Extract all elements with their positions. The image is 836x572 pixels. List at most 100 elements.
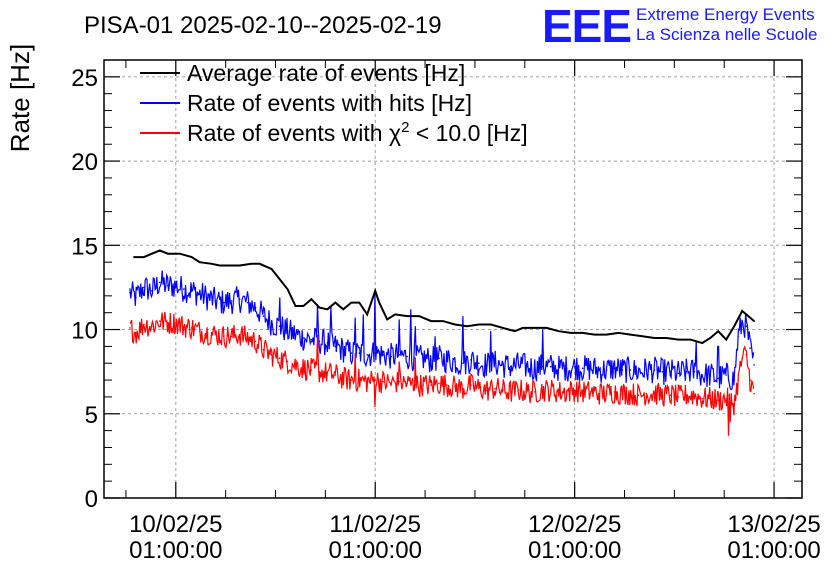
data-point-hits [749,347,751,349]
data-point-chi2 [390,382,393,385]
data-point-average [378,301,381,304]
data-point-hits [342,349,345,351]
data-point-chi2 [701,397,704,400]
data-point-average [709,337,712,339]
data-point-hits [733,379,735,381]
y-tick-label: 20 [71,149,98,176]
data-point-chi2 [262,349,265,351]
data-point-chi2 [685,394,688,397]
legend-item-average: Average rate of events [Hz] [140,60,465,86]
data-point-hits [406,355,408,358]
data-point-hits [741,322,743,324]
data-point-average [725,338,727,341]
data-point-chi2 [478,387,480,390]
data-point-chi2 [430,384,432,386]
data-point-average [418,315,420,317]
data-point-chi2 [753,392,755,395]
data-point-hits [645,369,648,371]
data-point-hits [669,370,672,373]
data-point-chi2 [206,332,209,334]
data-point-hits [605,369,608,371]
data-point-hits [390,355,393,358]
data-point-hits [573,365,576,368]
legend-item-hits: Rate of events with hits [Hz] [140,90,472,116]
data-point-chi2 [382,381,385,383]
data-point-chi2 [725,397,727,400]
data-point-average [167,252,169,255]
data-point-chi2 [653,392,656,395]
axes: 051015202510/02/2501:00:0011/02/2501:00:… [71,59,821,564]
legend-label-hits: Rate of events with hits [Hz] [187,90,472,116]
series-line-average [133,249,755,345]
logo-line-2: La Scienza nelle Scuole [636,25,817,44]
data-point-average [593,333,596,336]
data-point-hits [222,301,225,304]
data-point-average [430,320,432,322]
data-point-average [310,298,313,301]
data-point-chi2 [183,325,185,328]
data-point-chi2 [270,354,273,356]
data-point-average [745,313,747,316]
x-tick-label-date: 13/02/25 [727,511,820,538]
data-point-chi2 [286,360,289,363]
data-point-chi2 [741,357,743,360]
data-point-hits [717,377,719,380]
data-point-chi2 [605,392,608,395]
data-point-chi2 [294,364,297,366]
data-point-chi2 [422,384,424,386]
eee-logo: EEE Extreme Energy Events La Scienza nel… [542,0,817,52]
data-point-chi2 [129,327,131,329]
data-point-chi2 [374,379,377,381]
data-point-hits [518,364,520,366]
data-point-chi2 [326,372,329,375]
data-point-hits [278,325,281,328]
data-point-average [653,337,656,339]
data-point-hits [737,335,739,338]
data-point-hits [270,322,273,324]
data-point-average [159,249,161,252]
data-point-chi2 [749,379,751,381]
data-point-hits [398,354,401,356]
data-point-hits [557,367,560,370]
data-point-hits [745,325,747,328]
data-point-chi2 [334,374,337,376]
data-point-hits [753,364,755,366]
data-point-chi2 [661,394,664,397]
data-point-chi2 [518,389,520,392]
data-point-hits [486,364,488,366]
data-point-average [358,301,361,304]
y-tick-label: 5 [85,402,98,429]
data-point-hits [693,370,696,373]
data-point-chi2 [198,330,201,333]
data-point-hits [175,284,177,287]
data-point-chi2 [669,394,672,397]
data-point-average [534,327,536,329]
data-point-average [569,332,572,334]
data-point-average [218,264,221,267]
data-point-chi2 [637,394,640,397]
data-point-chi2 [589,391,592,393]
data-point-chi2 [222,335,225,338]
data-point-chi2 [717,399,719,402]
data-point-average [442,320,444,322]
data-point-chi2 [494,387,496,390]
data-point-hits [709,374,712,376]
data-point-hits [685,370,688,373]
data-point-chi2 [238,333,241,336]
data-point-average [318,306,321,309]
data-point-chi2 [557,391,560,393]
data-point-chi2 [581,391,584,393]
data-point-average [258,263,261,265]
data-point-hits [310,338,313,341]
data-point-hits [230,300,233,302]
data-point-average [302,305,305,307]
data-point-chi2 [318,370,321,373]
data-point-chi2 [151,325,153,328]
data-point-chi2 [486,389,488,392]
data-point-chi2 [143,323,145,326]
data-point-average [677,338,680,341]
data-point-average [270,268,273,270]
data-point-hits [246,301,249,304]
data-point-average [210,263,213,265]
